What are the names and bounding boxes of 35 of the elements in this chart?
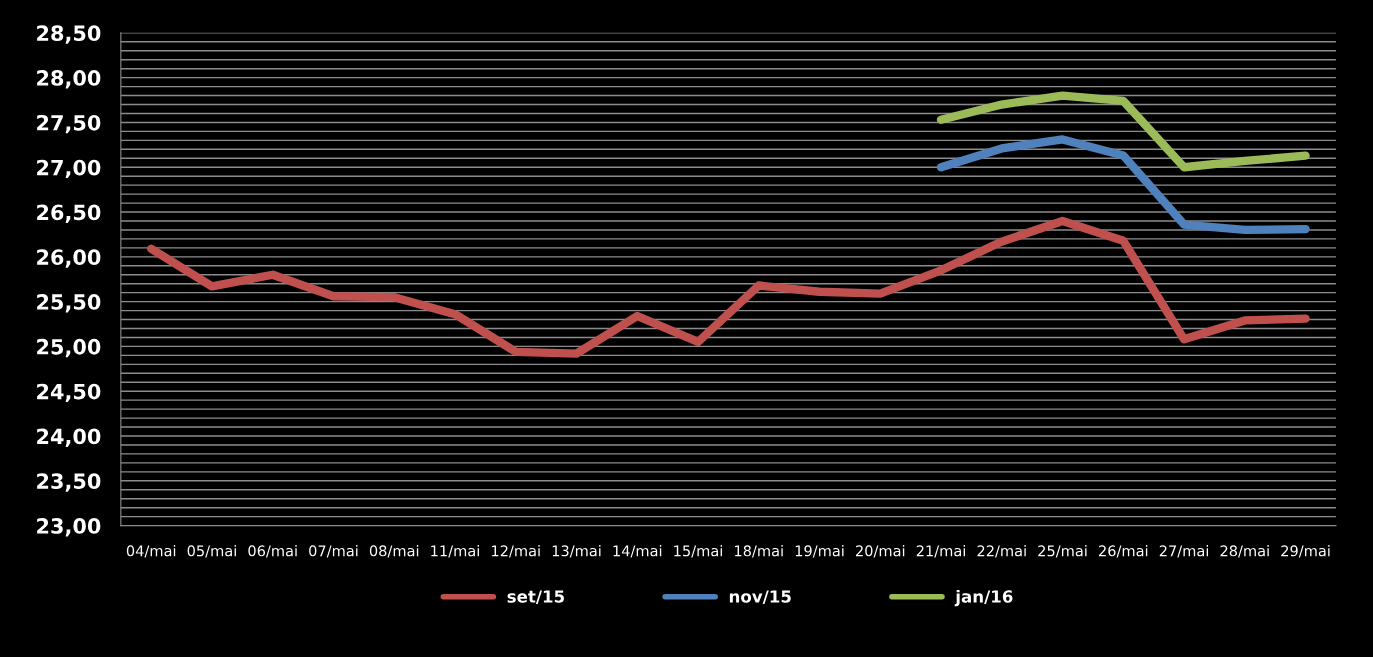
x-tick-label: 19/mai — [795, 545, 844, 558]
x-tick-label: 29/mai — [1281, 545, 1330, 558]
x-tick-label: 21/mai — [916, 545, 965, 558]
x-tick-label: 12/mai — [492, 545, 540, 558]
x-tick-label: 05/mai — [187, 545, 236, 558]
x-tick-label: 07/mai — [309, 545, 358, 558]
x-tick-label: 08/mai — [369, 545, 419, 558]
y-tick-label: 27,00 — [37, 159, 101, 179]
legend-label: jan/16 — [954, 589, 1013, 607]
x-tick-label: 14/mai — [613, 545, 662, 558]
y-tick-label: 28,00 — [37, 70, 101, 89]
y-tick-label: 26,00 — [37, 249, 101, 268]
y-tick-label: 25,00 — [37, 338, 101, 358]
y-tick-label: 26,50 — [37, 204, 101, 223]
x-tick-label: 26/mai — [1099, 545, 1148, 558]
legend-label: set/15 — [507, 590, 564, 605]
x-tick-label: 22/mai — [977, 545, 1026, 558]
x-tick-label: 18/mai — [735, 545, 783, 558]
x-tick-label: 06/mai — [248, 545, 297, 558]
x-tick-label: 13/mai — [552, 545, 601, 558]
y-tick-label: 27,50 — [37, 114, 101, 134]
y-tick-label: 23,00 — [37, 518, 101, 537]
y-tick-label: 28,50 — [37, 25, 101, 44]
x-tick-label: 15/mai — [674, 545, 722, 558]
y-tick-label: 23,50 — [37, 473, 101, 492]
y-tick-label: 24,00 — [37, 428, 101, 447]
x-tick-label: 28/mai — [1220, 545, 1269, 558]
y-tick-label: 24,50 — [37, 383, 101, 403]
x-tick-label: 20/mai — [856, 545, 905, 558]
x-tick-label: 11/mai — [431, 545, 479, 558]
x-tick-label: 04/mai — [126, 545, 176, 558]
legend-label: nov/15 — [729, 590, 791, 605]
x-tick-label: 27/mai — [1159, 545, 1209, 558]
y-tick-label: 25,50 — [37, 294, 101, 313]
x-tick-label: 25/mai — [1038, 545, 1087, 558]
